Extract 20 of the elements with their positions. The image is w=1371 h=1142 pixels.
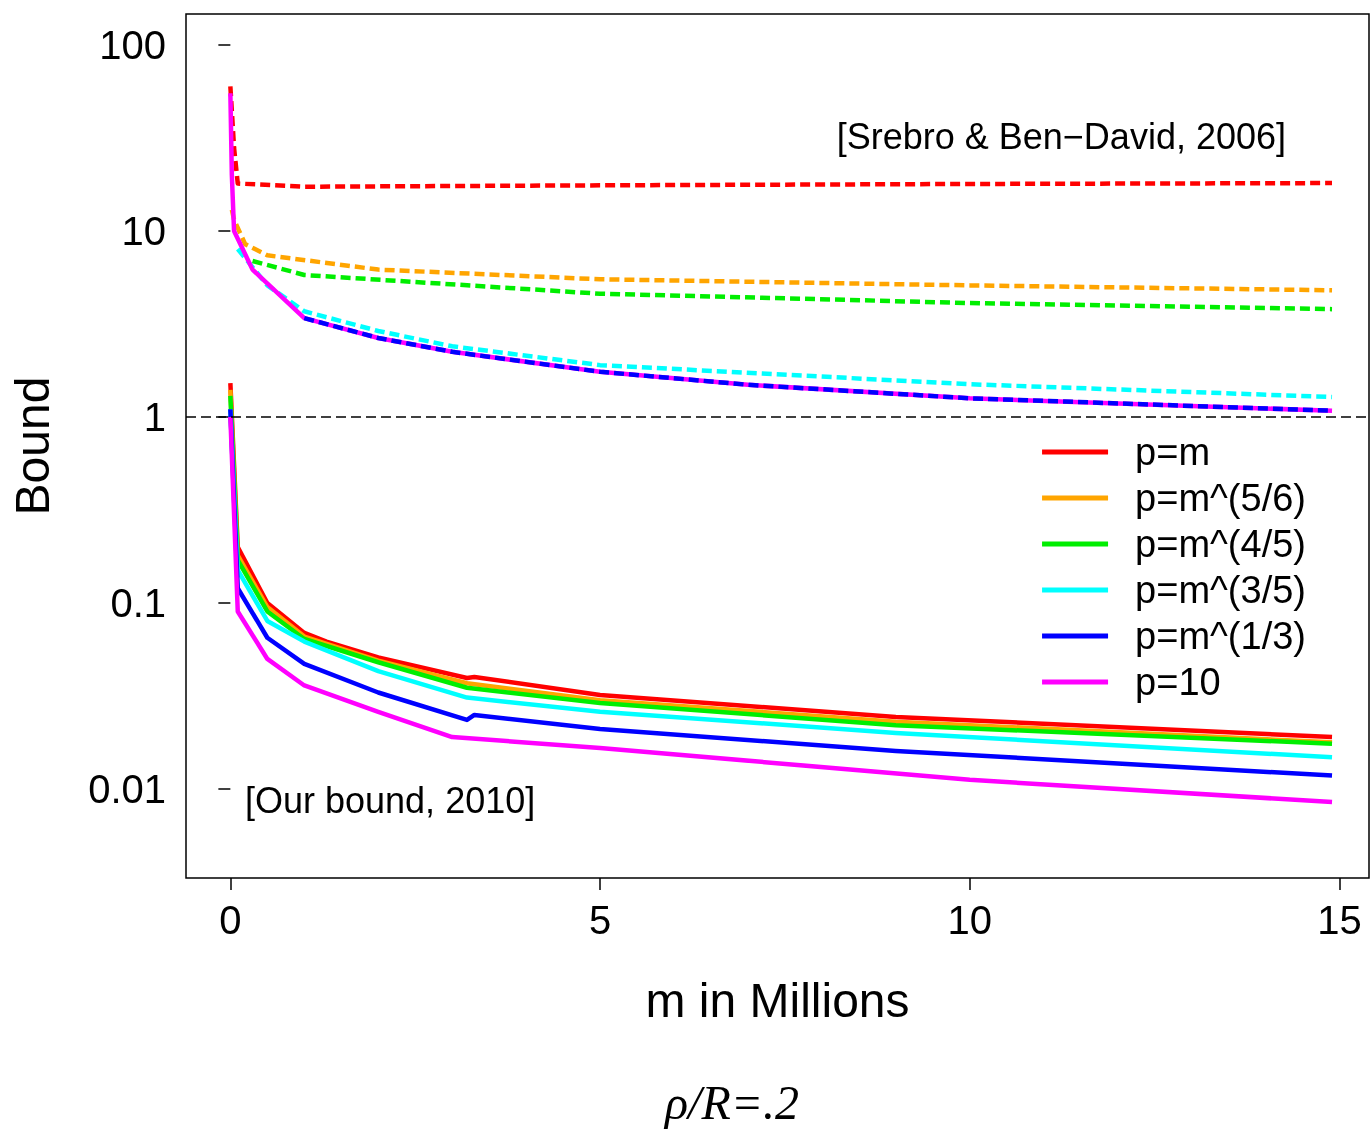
text: ρ/R=.2	[663, 1075, 800, 1129]
annotation: [Our bound, 2010]	[245, 779, 536, 821]
legend-label: p=m^(5/6)	[1135, 477, 1307, 519]
x-axis-title: m in Millions	[645, 973, 910, 1027]
legend-label: p=m	[1135, 431, 1211, 473]
x-tick-label: 5	[588, 898, 612, 942]
legend-label: p=10	[1135, 661, 1221, 703]
y-tick-label: 0.1	[110, 580, 166, 625]
y-tick-label: 10	[121, 208, 166, 253]
y-tick-label: 100	[99, 23, 166, 68]
x-tick-label: 0	[219, 898, 242, 942]
legend-label: p=m^(4/5)	[1135, 523, 1307, 565]
x-tick-label: 15	[1317, 898, 1362, 942]
x-tick-label: 10	[947, 898, 992, 942]
annotation: [Srebro & Ben−David, 2006]	[836, 115, 1286, 157]
y-axis-title: Bound	[5, 376, 59, 516]
legend-label: p=m^(1/3)	[1135, 615, 1307, 657]
legend-label: p=m^(3/5)	[1135, 569, 1307, 611]
y-tick-label: 1	[143, 394, 166, 439]
y-tick-label: 0.01	[88, 766, 166, 811]
